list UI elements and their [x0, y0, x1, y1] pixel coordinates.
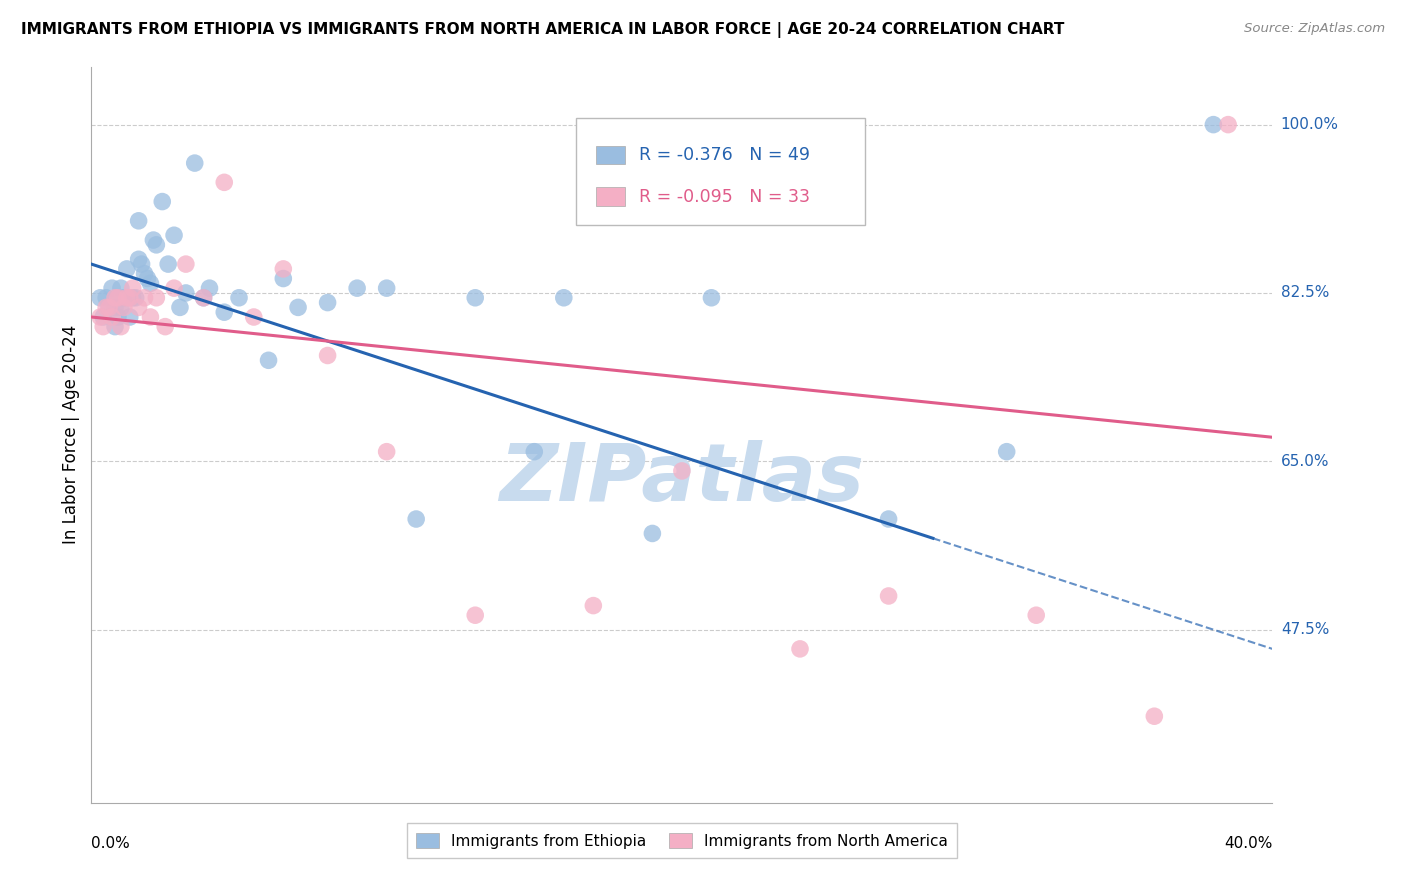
Point — [110, 319, 132, 334]
Text: 0.0%: 0.0% — [91, 836, 131, 851]
Point — [136, 271, 159, 285]
Y-axis label: In Labor Force | Age 20-24: In Labor Force | Age 20-24 — [62, 326, 80, 544]
Point — [523, 444, 546, 458]
Point — [134, 267, 156, 281]
Point — [641, 526, 664, 541]
Point — [139, 310, 162, 324]
Point — [214, 305, 236, 319]
Point — [98, 301, 121, 315]
Point — [316, 295, 339, 310]
Point — [163, 228, 186, 243]
Point — [89, 310, 111, 324]
Point — [91, 310, 114, 324]
Point — [112, 301, 135, 315]
Point — [375, 281, 398, 295]
Point — [700, 291, 723, 305]
Point — [193, 291, 215, 305]
FancyBboxPatch shape — [575, 119, 865, 225]
Point — [89, 291, 111, 305]
Point — [228, 291, 250, 305]
Point — [110, 301, 132, 315]
Point — [287, 301, 309, 315]
Point — [131, 257, 153, 271]
Point — [1025, 608, 1047, 623]
Point — [1202, 118, 1225, 132]
Point — [273, 261, 295, 276]
Point — [174, 257, 197, 271]
Point — [107, 310, 129, 324]
Point — [582, 599, 605, 613]
Point — [346, 281, 368, 295]
Point — [107, 291, 129, 305]
Point — [169, 301, 191, 315]
Point — [96, 291, 118, 305]
Point — [124, 291, 148, 305]
Point — [118, 310, 141, 324]
Point — [193, 291, 215, 305]
Point — [198, 281, 221, 295]
Point — [128, 214, 150, 228]
Point — [464, 291, 486, 305]
Text: R = -0.095   N = 33: R = -0.095 N = 33 — [640, 187, 810, 205]
Point — [134, 291, 156, 305]
Point — [91, 319, 114, 334]
Point — [112, 291, 135, 305]
Point — [464, 608, 486, 623]
Text: 65.0%: 65.0% — [1281, 454, 1329, 469]
Point — [671, 464, 693, 478]
Point — [121, 291, 143, 305]
Point — [110, 281, 132, 295]
Text: IMMIGRANTS FROM ETHIOPIA VS IMMIGRANTS FROM NORTH AMERICA IN LABOR FORCE | AGE 2: IMMIGRANTS FROM ETHIOPIA VS IMMIGRANTS F… — [21, 22, 1064, 38]
Point — [145, 238, 167, 252]
Point — [789, 641, 811, 656]
Point — [405, 512, 427, 526]
Point — [995, 444, 1018, 458]
Point — [104, 319, 127, 334]
Point — [118, 291, 141, 305]
Text: 82.5%: 82.5% — [1281, 285, 1329, 301]
Legend: Immigrants from Ethiopia, Immigrants from North America: Immigrants from Ethiopia, Immigrants fro… — [406, 823, 957, 858]
Point — [214, 175, 236, 189]
Point — [1218, 118, 1240, 132]
Point — [128, 301, 150, 315]
Point — [98, 301, 121, 315]
FancyBboxPatch shape — [596, 187, 626, 206]
Point — [145, 291, 167, 305]
Text: 47.5%: 47.5% — [1281, 622, 1329, 637]
Point — [163, 281, 186, 295]
Point — [174, 285, 197, 300]
Point — [877, 589, 900, 603]
Point — [375, 444, 398, 458]
FancyBboxPatch shape — [596, 145, 626, 164]
Point — [128, 252, 150, 267]
Point — [1143, 709, 1166, 723]
Point — [150, 194, 173, 209]
Point — [553, 291, 575, 305]
Point — [153, 319, 177, 334]
Text: 40.0%: 40.0% — [1225, 836, 1272, 851]
Point — [183, 156, 207, 170]
Point — [101, 310, 124, 324]
Text: Source: ZipAtlas.com: Source: ZipAtlas.com — [1244, 22, 1385, 36]
Point — [121, 281, 143, 295]
Point — [107, 291, 129, 305]
Point — [101, 281, 124, 295]
Point — [257, 353, 280, 368]
Point — [877, 512, 900, 526]
Point — [157, 257, 180, 271]
Point — [243, 310, 266, 324]
Text: ZIPatlas: ZIPatlas — [499, 440, 865, 518]
Text: R = -0.376   N = 49: R = -0.376 N = 49 — [640, 146, 810, 164]
Point — [96, 301, 118, 315]
Point — [139, 277, 162, 291]
Point — [104, 291, 127, 305]
Point — [104, 301, 127, 315]
Text: 100.0%: 100.0% — [1281, 117, 1339, 132]
Point — [316, 349, 339, 363]
Point — [273, 271, 295, 285]
Point — [115, 291, 138, 305]
Point — [142, 233, 165, 247]
Point — [115, 261, 138, 276]
